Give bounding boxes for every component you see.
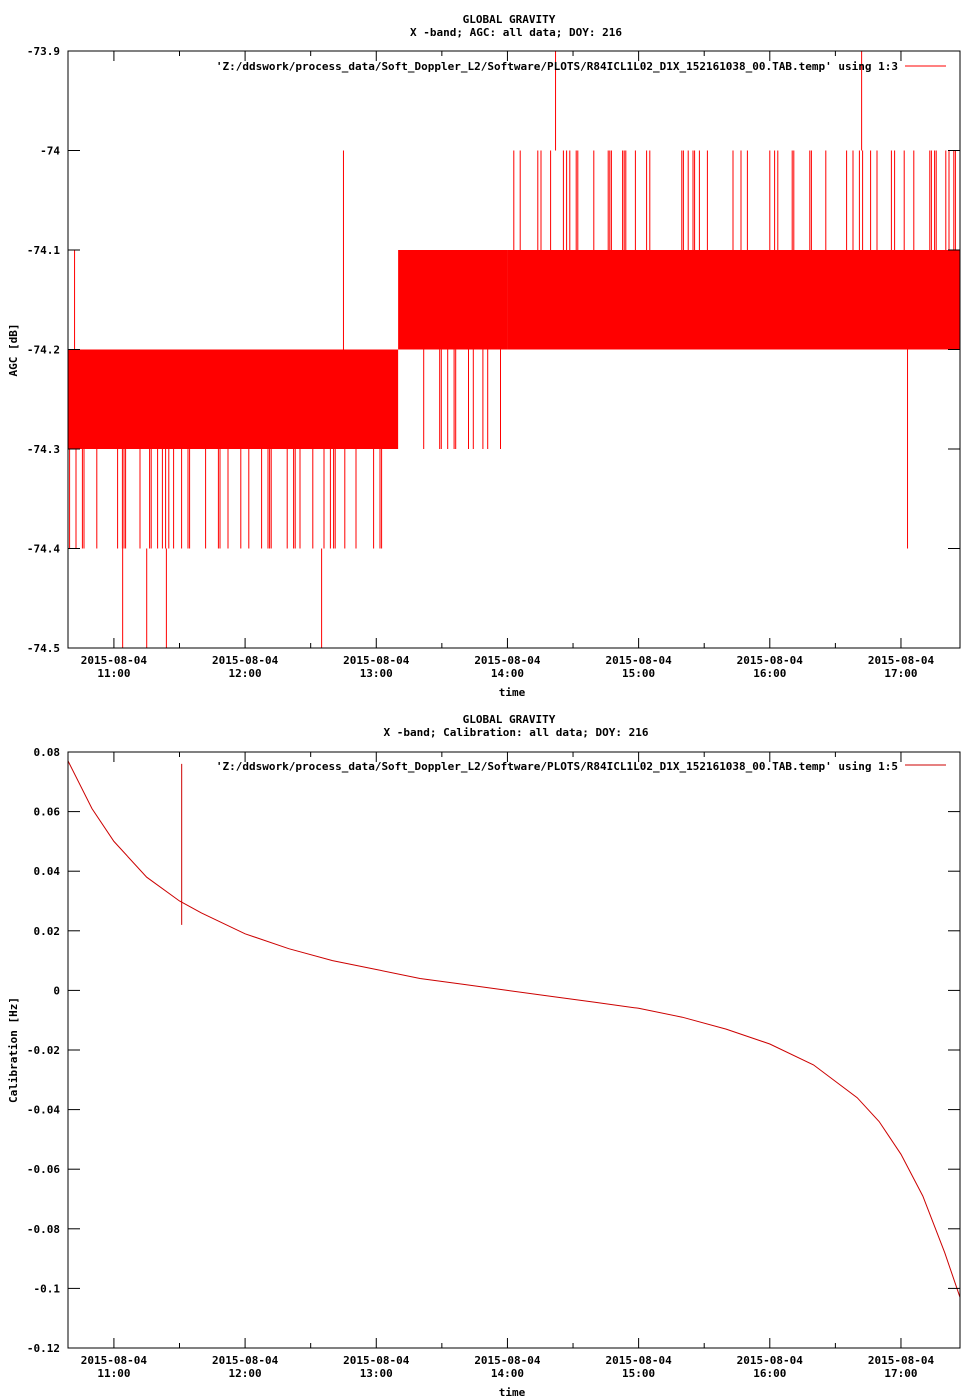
agc-transitions	[513, 150, 956, 250]
calibration-series	[67, 760, 961, 1298]
y-tick-label: 0.08	[34, 746, 61, 759]
agc-transitions	[69, 449, 383, 549]
x-tick-label: 13:00	[360, 667, 393, 680]
x-tick-label: 17:00	[884, 1367, 917, 1380]
y-tick-label: -0.04	[27, 1104, 60, 1117]
x-tick-date: 2015-08-04	[474, 654, 541, 667]
x-tick-label: 16:00	[753, 1367, 786, 1380]
chart-title: GLOBAL GRAVITY	[463, 13, 556, 26]
x-axis-label: time	[499, 686, 526, 699]
legend-text: 'Z:/ddswork/process_data/Soft_Doppler_L2…	[216, 760, 898, 773]
x-tick-label: 15:00	[622, 1367, 655, 1380]
y-tick-label: 0	[53, 984, 60, 997]
x-tick-label: 12:00	[229, 1367, 262, 1380]
calibration-chart: GLOBAL GRAVITY X -band; Calibration: all…	[7, 713, 961, 1399]
x-tick-label: 11:00	[97, 1367, 130, 1380]
x-tick-label: 11:00	[97, 667, 130, 680]
x-tick-date: 2015-08-04	[737, 654, 804, 667]
x-tick-date: 2015-08-04	[212, 1354, 279, 1367]
y-axis-label: Calibration [Hz]	[7, 997, 20, 1103]
y-tick-label: 0.06	[34, 806, 61, 819]
y-tick-label: -0.06	[27, 1163, 60, 1176]
agc-transitions	[423, 349, 501, 449]
y-tick-label: 0.02	[34, 925, 61, 938]
x-tick-date: 2015-08-04	[343, 654, 410, 667]
agc-series	[68, 51, 960, 648]
y-axis: 0.08 0.06 0.04 0.02 0 -0.02 -0.04 -0.06 -0.08 -0.…	[27, 746, 960, 1355]
x-tick-date: 2015-08-04	[606, 1354, 673, 1367]
y-axis-label: AGC [dB]	[7, 324, 20, 377]
chart-subtitle: X -band; Calibration: all data; DOY: 216	[384, 726, 649, 739]
y-tick-label: -0.1	[34, 1282, 61, 1295]
x-tick-label: 15:00	[622, 667, 655, 680]
x-tick-label: 14:00	[491, 667, 524, 680]
agc-dense-band	[507, 250, 960, 350]
y-tick-label: -0.02	[27, 1044, 60, 1057]
y-tick-label: -0.12	[27, 1342, 60, 1355]
x-tick-date: 2015-08-04	[737, 1354, 804, 1367]
chart-title: GLOBAL GRAVITY	[463, 713, 556, 726]
y-tick-label: -74.5	[27, 642, 60, 655]
x-tick-date: 2015-08-04	[81, 1354, 148, 1367]
x-axis-label: time	[499, 1386, 526, 1399]
y-tick-label: -74.2	[27, 344, 60, 357]
agc-chart: GLOBAL GRAVITY X -band; AGC: all data; D…	[7, 13, 961, 699]
x-tick-date: 2015-08-04	[474, 1354, 541, 1367]
plot-frame	[67, 751, 961, 1349]
y-tick-label: -73.9	[27, 45, 60, 58]
x-tick-label: 13:00	[360, 1367, 393, 1380]
x-tick-label: 12:00	[229, 667, 262, 680]
y-axis: -73.9 -74 -74.1 -74.2 -74.3 -74.4 -74.5	[27, 45, 960, 655]
y-tick-label: 0.04	[34, 865, 61, 878]
y-tick-label: -74.1	[27, 244, 60, 257]
x-tick-date: 2015-08-04	[868, 654, 935, 667]
y-tick-label: -0.08	[27, 1223, 60, 1236]
x-tick-date: 2015-08-04	[606, 654, 673, 667]
x-tick-date: 2015-08-04	[212, 654, 279, 667]
calibration-line	[67, 760, 961, 1298]
y-tick-label: -74.4	[27, 543, 60, 556]
y-tick-label: -74	[40, 145, 60, 158]
x-tick-date: 2015-08-04	[343, 1354, 410, 1367]
chart-subtitle: X -band; AGC: all data; DOY: 216	[410, 26, 622, 39]
x-axis: 2015-08-0411:002015-08-0412:002015-08-04…	[81, 752, 935, 1380]
x-tick-label: 16:00	[753, 667, 786, 680]
agc-dense-band	[398, 250, 508, 350]
x-tick-date: 2015-08-04	[868, 1354, 935, 1367]
x-tick-label: 14:00	[491, 1367, 524, 1380]
x-tick-label: 17:00	[884, 667, 917, 680]
x-axis: 2015-08-0411:002015-08-0412:002015-08-04…	[81, 51, 935, 680]
legend-text: 'Z:/ddswork/process_data/Soft_Doppler_L2…	[216, 60, 898, 73]
y-tick-label: -74.3	[27, 443, 60, 456]
x-tick-date: 2015-08-04	[81, 654, 148, 667]
agc-dense-band	[68, 349, 399, 449]
